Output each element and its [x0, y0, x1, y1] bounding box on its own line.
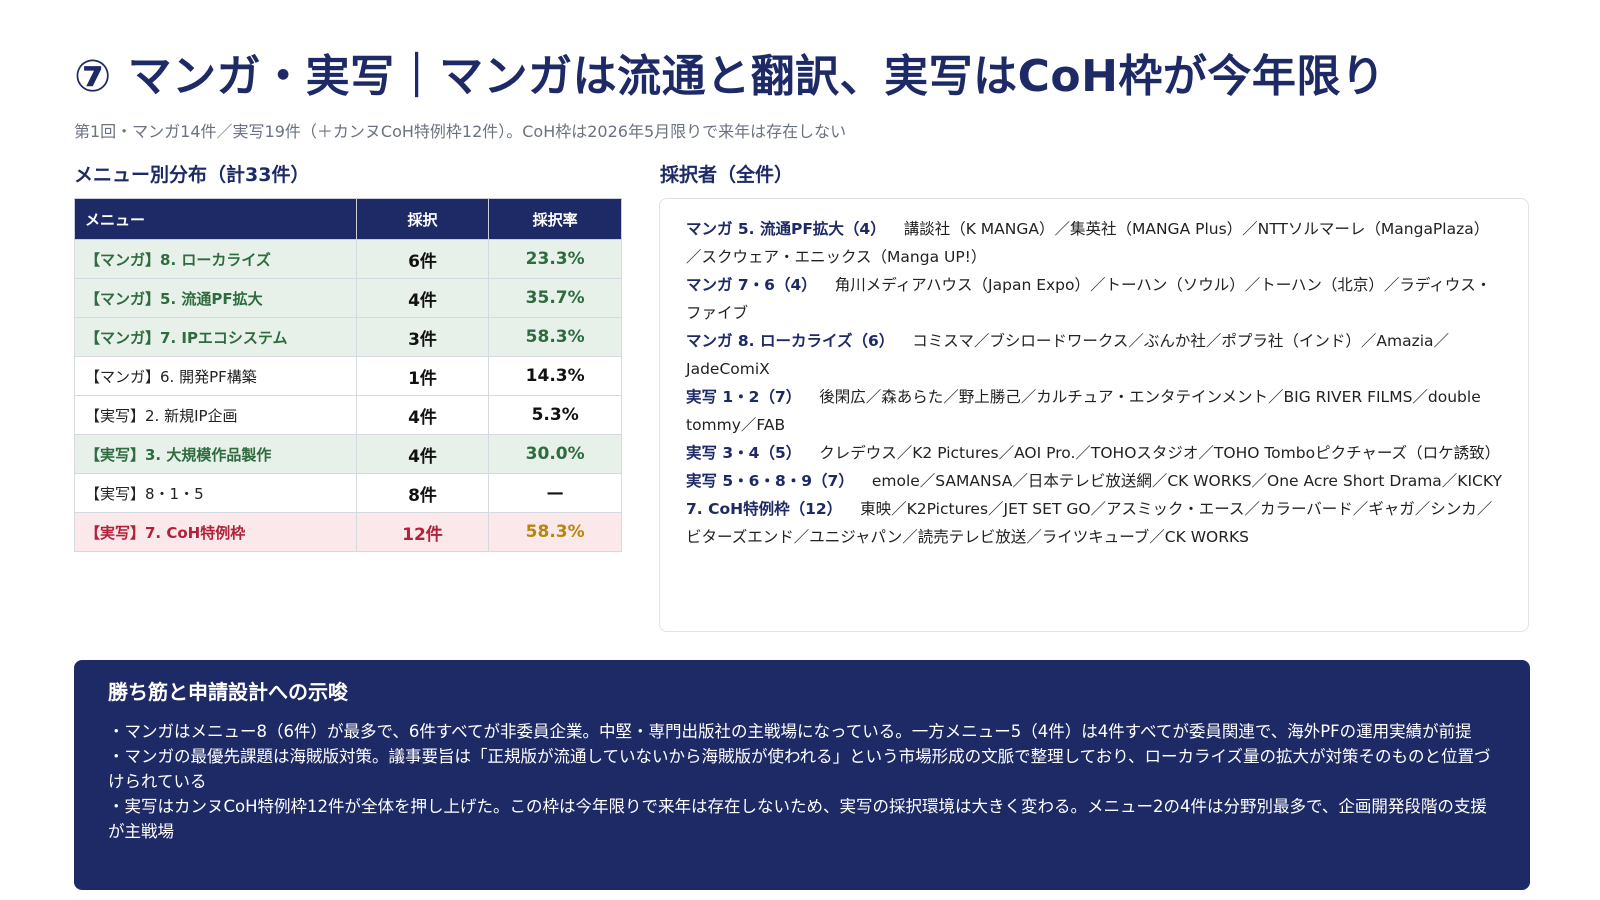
- adopter-list: コミスマ／ブシロードワークス／ぶんか社／ポプラ社（インド）／Amazia／Jad…: [686, 332, 1450, 378]
- row-menu: 【実写】7. CoH特例枠: [74, 512, 357, 552]
- table-row: 【実写】7. CoH特例枠 12件 58.3%: [74, 512, 622, 552]
- menu-distribution-label: メニュー別分布（計33件）: [74, 164, 310, 186]
- row-rate: 30.0%: [488, 434, 622, 474]
- row-rate: 5.3%: [488, 395, 622, 435]
- adopter-entry: マンガ 7・6（4） 角川メディアハウス（Japan Expo）／トーハン（ソウル…: [686, 271, 1504, 327]
- adopter-entry: 実写 1・2（7） 後閑広／森あらた／野上勝己／カルチュア・エンタテインメント／B…: [686, 383, 1504, 439]
- adopter-entry: 実写 3・4（5） クレデウス／K2 Pictures／AOI Pro.／TOHO…: [686, 439, 1504, 467]
- adopter-list: 角川メディアハウス（Japan Expo）／トーハン（ソウル）／トーハン（北京）…: [686, 276, 1492, 322]
- row-rate: 23.3%: [488, 239, 622, 279]
- row-menu: 【実写】2. 新規IP企画: [74, 395, 357, 435]
- adopter-category: マンガ 7・6（4）: [686, 276, 817, 294]
- adopter-list: 東映／K2Pictures／JET SET GO／アスミック・エース／カラーバー…: [686, 500, 1493, 546]
- adopter-category: 実写 1・2（7）: [686, 388, 802, 406]
- row-rate: 58.3%: [488, 317, 622, 357]
- row-menu: 【マンガ】6. 開発PF構築: [74, 356, 357, 396]
- row-menu: 【マンガ】8. ローカライズ: [74, 239, 357, 279]
- row-menu: 【実写】3. 大規模作品製作: [74, 434, 357, 474]
- adopter-category: 7. CoH特例枠（12）: [686, 500, 843, 518]
- adopter-entry: 7. CoH特例枠（12） 東映／K2Pictures／JET SET GO／アス…: [686, 495, 1504, 551]
- row-count: 1件: [355, 356, 490, 396]
- insight-panel: 勝ち筋と申請設計への示唆 ・マンガはメニュー8（6件）が最多で、6件すべてが非委…: [74, 660, 1530, 890]
- table-row: 【実写】8・1・5 8件 —: [74, 473, 622, 513]
- adopter-entry: 実写 5・6・8・9（7） emole／SAMANSA／日本テレビ放送網／CK W…: [686, 467, 1504, 495]
- row-menu: 【実写】8・1・5: [74, 473, 357, 513]
- table-row: 【実写】2. 新規IP企画 4件 5.3%: [74, 395, 622, 435]
- adopter-category: マンガ 5. 流通PF拡大（4）: [686, 220, 886, 238]
- page-title: ⑦ マンガ・実写｜マンガは流通と翻訳、実写はCoH枠が今年限り: [74, 51, 1386, 102]
- row-count: 6件: [355, 239, 490, 279]
- adopter-list: 講談社（K MANGA）／集英社（MANGA Plus）／NTTソルマーレ（Ma…: [686, 220, 1490, 266]
- adopter-category: マンガ 8. ローカライズ（6）: [686, 332, 895, 350]
- page-subtitle: 第1回・マンガ14件／実写19件（＋カンヌCoH特例枠12件）。CoH枠は202…: [74, 122, 847, 141]
- row-count: 4件: [355, 278, 490, 318]
- adopter-entry: マンガ 8. ローカライズ（6） コミスマ／ブシロードワークス／ぶんか社／ポプラ社…: [686, 327, 1504, 383]
- table-header-row: メニュー 採択 採択率: [74, 198, 622, 240]
- table-row: 【マンガ】5. 流通PF拡大 4件 35.7%: [74, 278, 622, 318]
- adopter-entry: マンガ 5. 流通PF拡大（4） 講談社（K MANGA）／集英社（MANGA P…: [686, 215, 1504, 271]
- table-row: 【マンガ】6. 開発PF構築 1件 14.3%: [74, 356, 622, 396]
- header-menu: メニュー: [74, 198, 357, 240]
- header-count: 採択: [355, 198, 490, 240]
- row-menu: 【マンガ】5. 流通PF拡大: [74, 278, 357, 318]
- adopters-label: 採択者（全件）: [660, 164, 794, 186]
- table-row: 【マンガ】8. ローカライズ 6件 23.3%: [74, 239, 622, 279]
- row-menu: 【マンガ】7. IPエコシステム: [74, 317, 357, 357]
- adopter-category: 実写 3・4（5）: [686, 444, 802, 462]
- row-count: 3件: [355, 317, 490, 357]
- adopter-list: emole／SAMANSA／日本テレビ放送網／CK WORKS／One Acre…: [871, 472, 1502, 490]
- menu-distribution-table: メニュー 採択 採択率 【マンガ】8. ローカライズ 6件 23.3% 【マンガ…: [74, 198, 622, 552]
- row-count: 8件: [355, 473, 490, 513]
- insight-point: ・マンガはメニュー8（6件）が最多で、6件すべてが非委員企業。中堅・専門出版社の…: [108, 722, 1472, 741]
- row-rate: 14.3%: [488, 356, 622, 396]
- row-rate: —: [488, 473, 622, 513]
- insight-title: 勝ち筋と申請設計への示唆: [108, 680, 348, 704]
- row-count: 4件: [355, 434, 490, 474]
- insight-point: ・実写はカンヌCoH特例枠12件が全体を押し上げた。この枠は今年限りで来年は存在…: [108, 797, 1487, 841]
- adopters-panel: マンガ 5. 流通PF拡大（4） 講談社（K MANGA）／集英社（MANGA P…: [659, 198, 1529, 632]
- adopter-list: クレデウス／K2 Pictures／AOI Pro.／TOHOスタジオ／TOHO…: [819, 444, 1501, 462]
- table-row: 【マンガ】7. IPエコシステム 3件 58.3%: [74, 317, 622, 357]
- row-count: 4件: [355, 395, 490, 435]
- header-rate: 採択率: [488, 198, 622, 240]
- row-rate: 58.3%: [488, 512, 622, 552]
- adopter-list: 後閑広／森あらた／野上勝己／カルチュア・エンタテインメント／BIG RIVER …: [686, 388, 1481, 434]
- row-rate: 35.7%: [488, 278, 622, 318]
- adopter-category: 実写 5・6・8・9（7）: [686, 472, 854, 490]
- insight-point: ・マンガの最優先課題は海賊版対策。議事要旨は「正規版が流通していないから海賊版が…: [108, 747, 1491, 791]
- table-row: 【実写】3. 大規模作品製作 4件 30.0%: [74, 434, 622, 474]
- row-count: 12件: [355, 512, 490, 552]
